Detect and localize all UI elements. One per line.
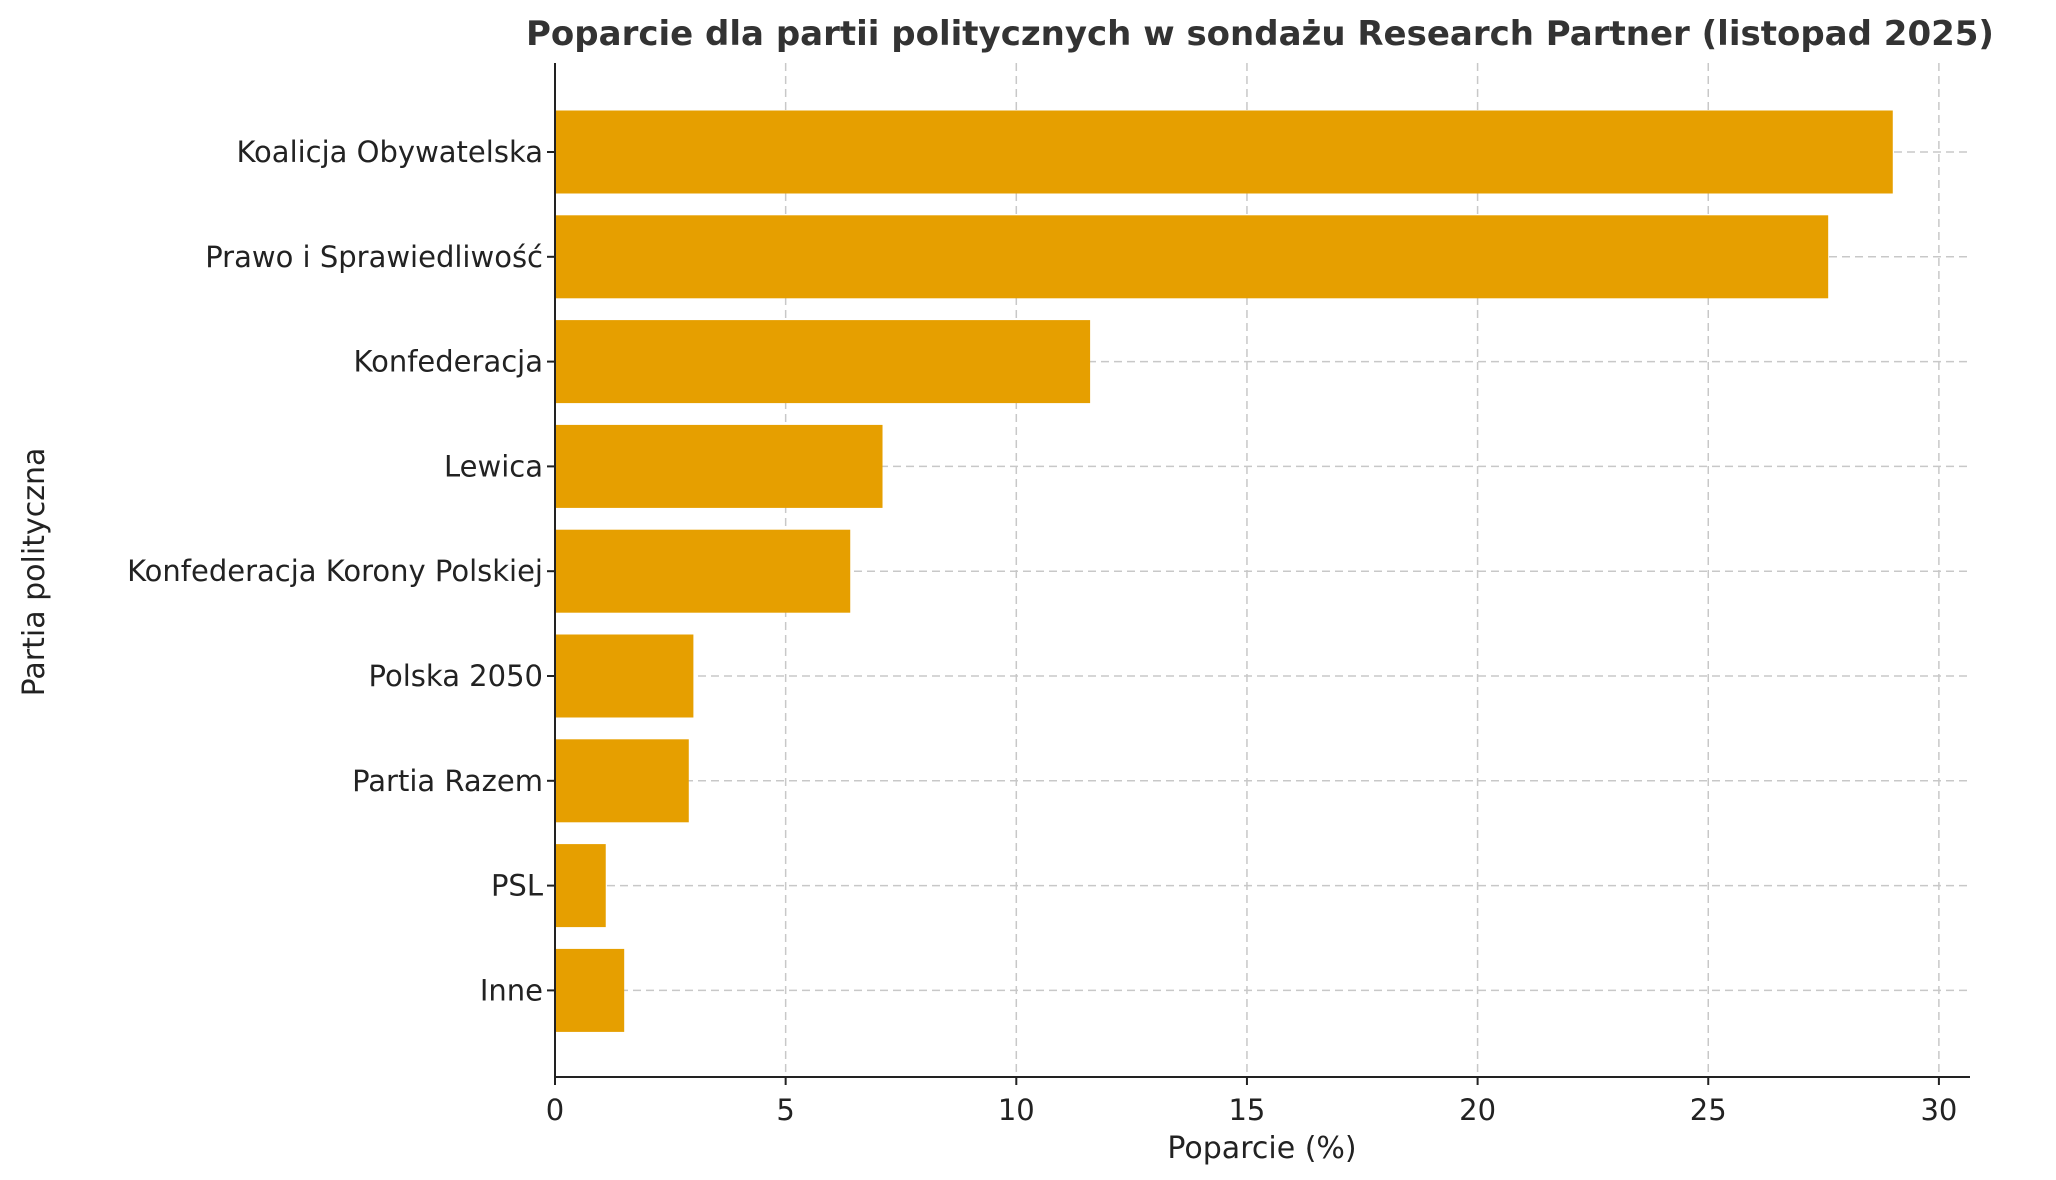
y-tick-label: Lewica [444,449,543,483]
y-tick-label: Prawo i Sprawiedliwość [205,240,543,274]
y-tick-label: Konfederacja [354,345,543,379]
x-tick-label: 5 [776,1093,794,1127]
y-axis-label: Partia polityczna [17,448,52,697]
bar [555,529,851,613]
x-tick-label: 10 [998,1093,1035,1127]
chart-title: Poparcie dla partii politycznych w sonda… [526,14,1994,54]
x-tick-label: 0 [546,1093,564,1127]
bar [555,844,606,928]
bar [555,634,694,718]
x-tick-label: 15 [1228,1093,1265,1127]
y-tick-label: Koalicja Obywatelska [236,135,543,169]
bar [555,739,689,823]
y-tick-label: Konfederacja Korony Polskiej [127,554,543,588]
bar [555,424,883,508]
y-tick-label: PSL [491,869,543,903]
x-axis-label: Poparcie (%) [1167,1131,1356,1166]
y-tick-label: Partia Razem [352,764,543,798]
y-tick-label: Inne [480,973,543,1007]
bar [555,215,1829,299]
x-tick-label: 20 [1459,1093,1496,1127]
x-tick-label: 30 [1920,1093,1957,1127]
bar [555,110,1893,194]
bar [555,320,1091,404]
bar [555,948,625,1032]
x-tick-label: 25 [1690,1093,1727,1127]
y-tick-label: Polska 2050 [369,659,543,693]
